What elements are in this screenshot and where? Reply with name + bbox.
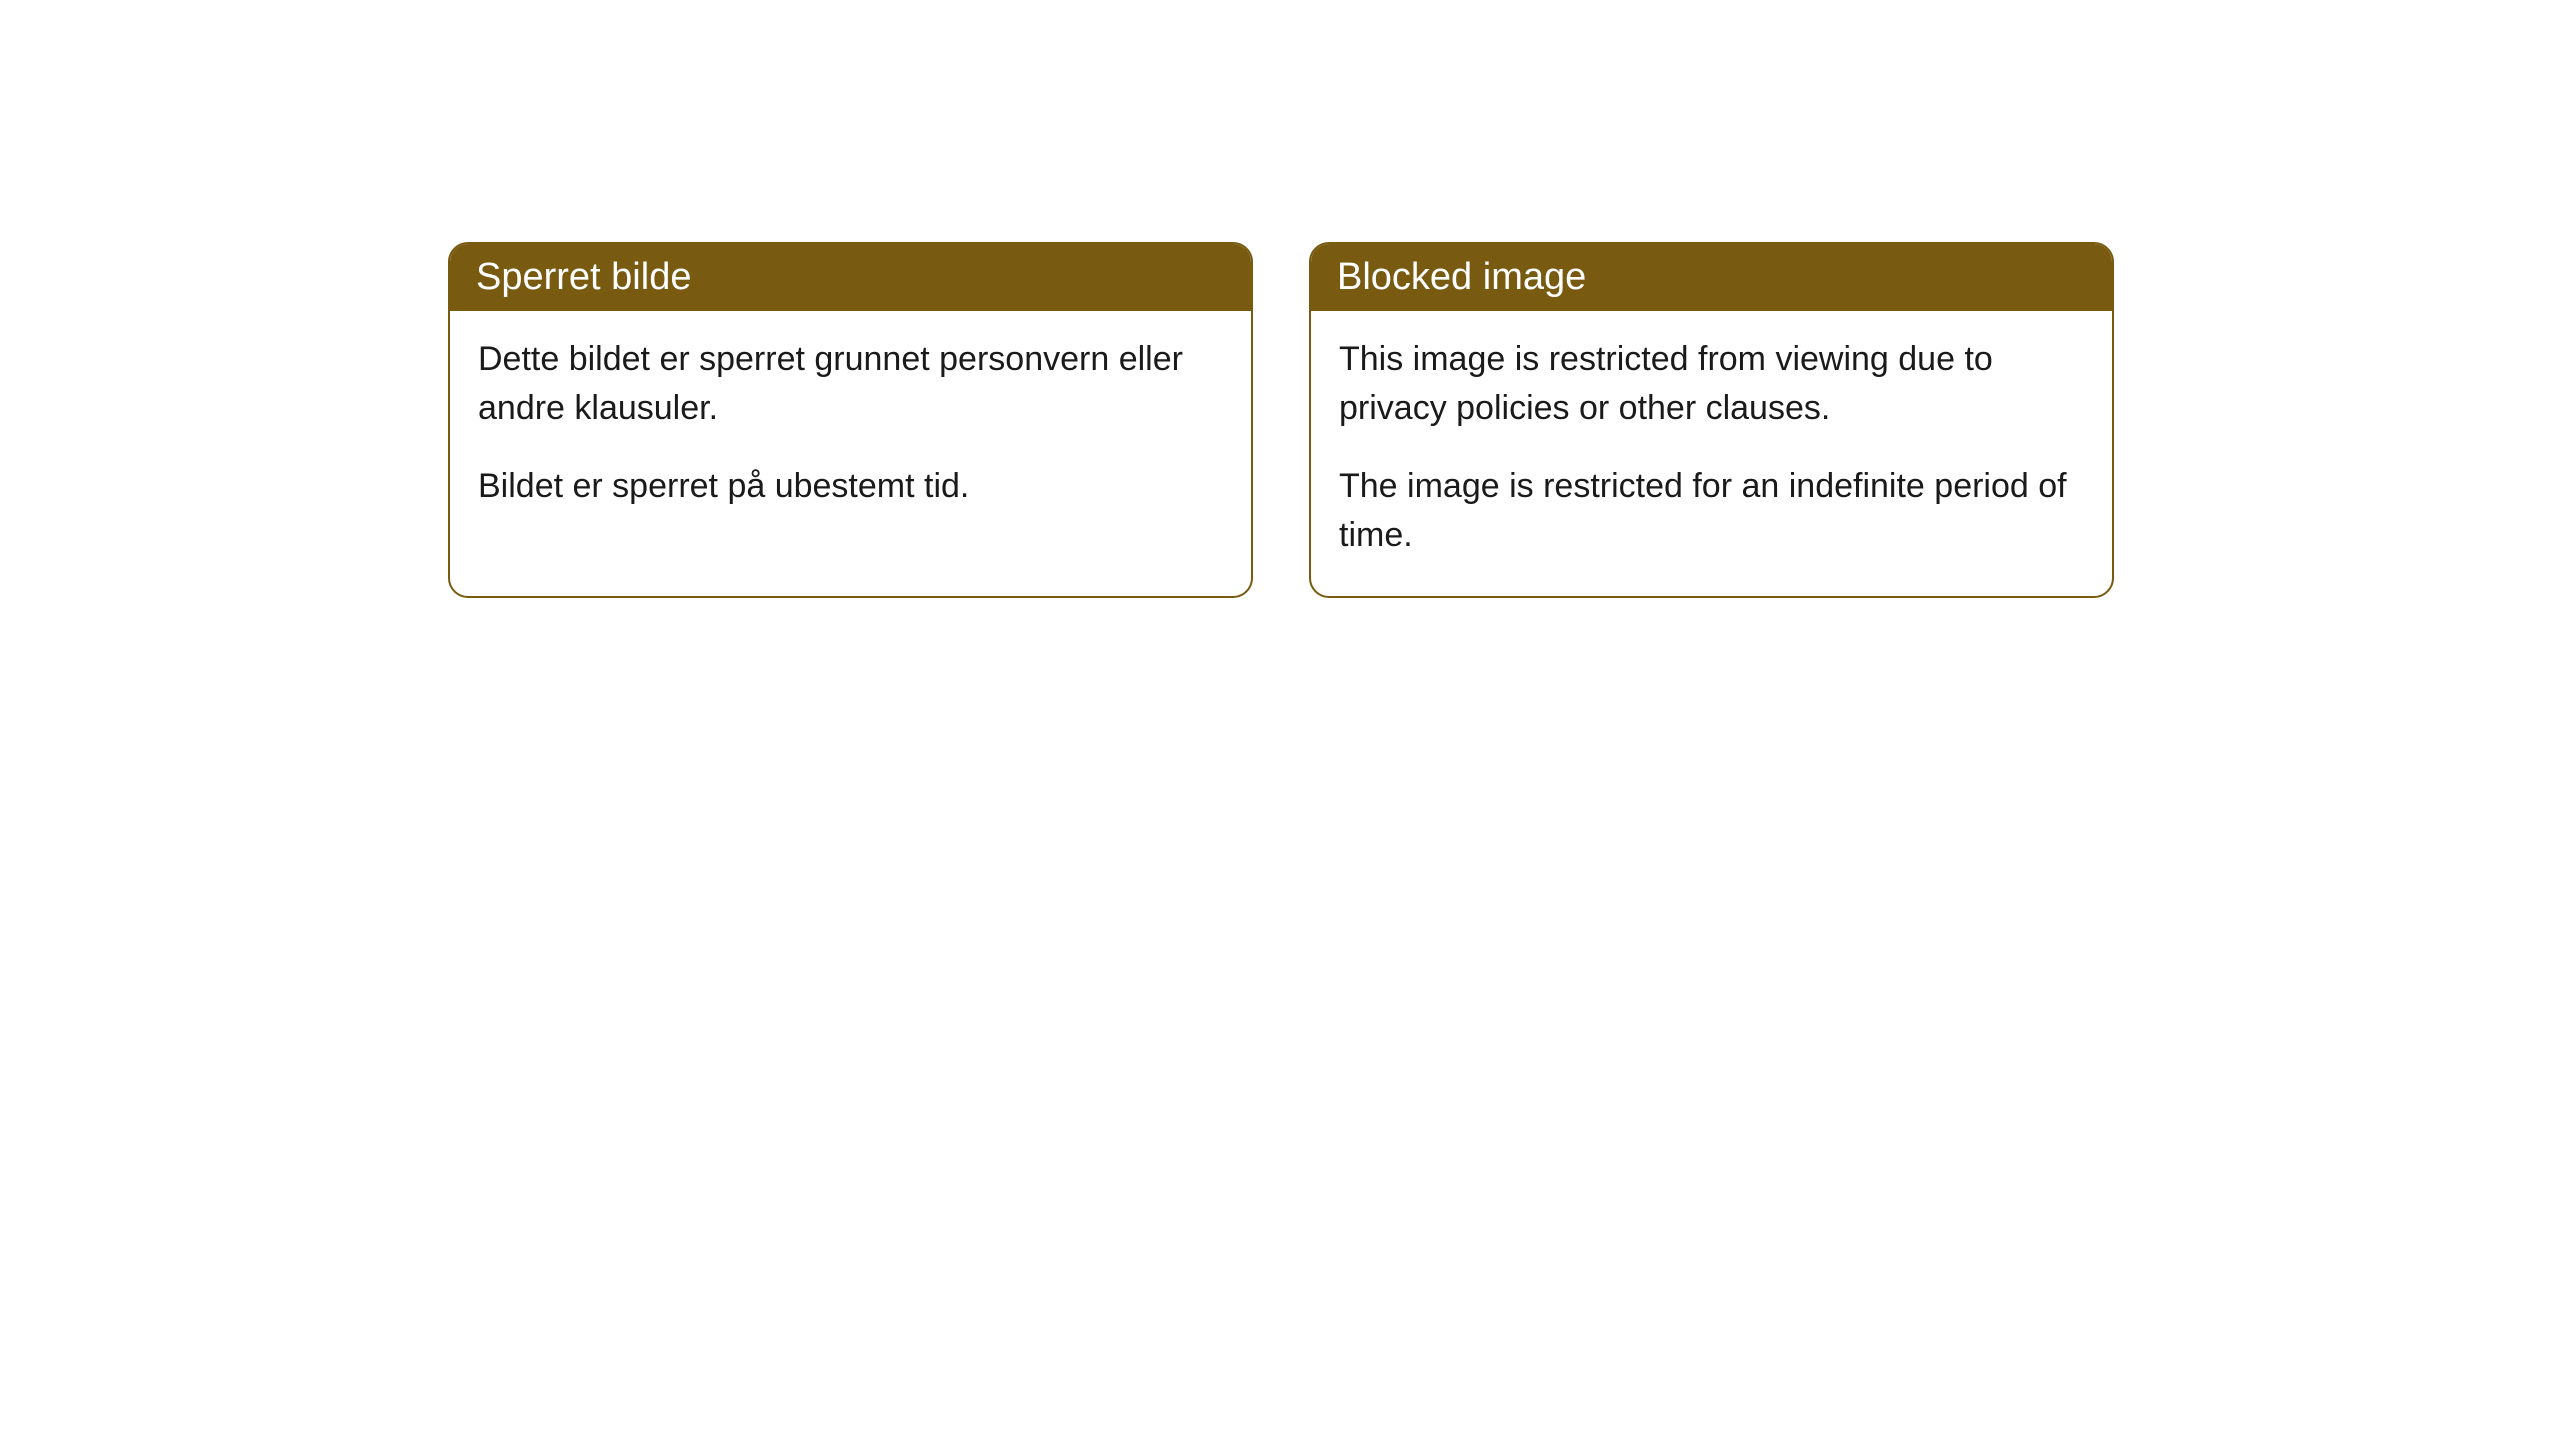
card-paragraph: This image is restricted from viewing du… [1339, 335, 2084, 434]
card-header-norwegian: Sperret bilde [450, 244, 1251, 311]
cards-container: Sperret bilde Dette bildet er sperret gr… [0, 0, 2560, 598]
card-norwegian: Sperret bilde Dette bildet er sperret gr… [448, 242, 1253, 598]
card-body-norwegian: Dette bildet er sperret grunnet personve… [450, 311, 1251, 547]
card-body-english: This image is restricted from viewing du… [1311, 311, 2112, 596]
card-paragraph: Dette bildet er sperret grunnet personve… [478, 335, 1223, 434]
card-title: Sperret bilde [476, 256, 691, 298]
card-title: Blocked image [1337, 256, 1586, 298]
card-paragraph: The image is restricted for an indefinit… [1339, 462, 2084, 561]
card-english: Blocked image This image is restricted f… [1309, 242, 2114, 598]
card-paragraph: Bildet er sperret på ubestemt tid. [478, 462, 1223, 511]
card-header-english: Blocked image [1311, 244, 2112, 311]
